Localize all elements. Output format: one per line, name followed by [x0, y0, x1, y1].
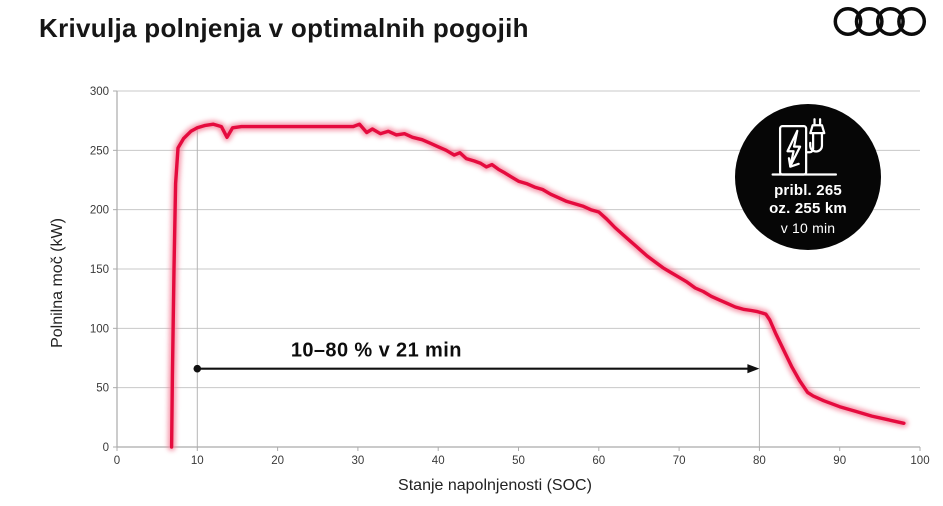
- audi-ring-1: [833, 7, 863, 36]
- range-badge: pribl. 265 oz. 255 km v 10 min: [735, 104, 881, 250]
- plug-body: [809, 124, 826, 135]
- x-tick-label-100: 100: [910, 455, 929, 467]
- x-axis-title: Stanje napolnjenosti (SOC): [398, 477, 592, 494]
- x-tick-label-10: 10: [191, 455, 204, 467]
- x-tick-label-60: 60: [592, 455, 605, 467]
- badge-range-line-1: pribl. 265: [774, 182, 842, 199]
- x-tick-label-90: 90: [833, 455, 846, 467]
- badge-time-line: v 10 min: [780, 220, 836, 236]
- badge-range-line-2: oz. 255 km: [769, 200, 847, 217]
- audi-ring-2: [854, 7, 884, 36]
- y-tick-label-150: 150: [90, 264, 109, 276]
- x-tick-label-40: 40: [432, 455, 445, 467]
- x-tick-label-50: 50: [512, 455, 525, 467]
- x-tick-label-70: 70: [673, 455, 686, 467]
- ev-charger-icon: [771, 118, 838, 176]
- x-tick-label-20: 20: [271, 455, 284, 467]
- audi-ring-4: [897, 7, 927, 36]
- y-tick-label-300: 300: [90, 86, 109, 98]
- y-axis-title: Polnilna moč (kW): [49, 218, 66, 348]
- annotation-label: 10–80 % v 21 min: [291, 340, 462, 362]
- y-tick-label-100: 100: [90, 323, 109, 335]
- y-tick-label-0: 0: [103, 442, 109, 454]
- plug-prongs: [813, 118, 822, 127]
- y-tick-label-250: 250: [90, 145, 109, 157]
- x-tick-label-30: 30: [352, 455, 365, 467]
- plug-cable-hook: [809, 132, 824, 153]
- y-tick-label-200: 200: [90, 205, 109, 217]
- annotation-arrow-head: [747, 364, 760, 374]
- x-tick-label-0: 0: [114, 455, 120, 467]
- x-tick-label-80: 80: [753, 455, 766, 467]
- audi-ring-3: [875, 7, 905, 36]
- y-tick-label-50: 50: [96, 383, 109, 395]
- bolt-arrowhead: [787, 157, 800, 168]
- audi-rings-logo: [833, 7, 927, 36]
- charging-curve-line: [169, 122, 906, 449]
- page-title: Krivulja polnjenja v optimalnih pogojih: [39, 13, 529, 43]
